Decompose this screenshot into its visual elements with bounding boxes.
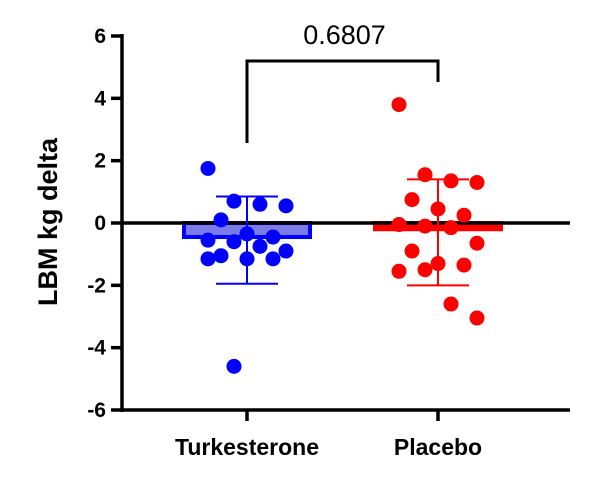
x-tick-label: Placebo	[394, 434, 482, 460]
data-point	[200, 251, 216, 267]
y-tick-label: 0	[94, 212, 106, 235]
data-point	[391, 97, 407, 113]
data-point	[443, 296, 459, 312]
data-point	[200, 160, 216, 176]
data-point	[278, 243, 294, 259]
y-tick-label: 4	[94, 87, 106, 110]
data-point	[456, 257, 472, 273]
data-point	[265, 229, 281, 245]
data-point	[265, 251, 281, 267]
data-point	[391, 217, 407, 233]
data-point	[404, 192, 420, 208]
y-axis: 6 4 2 0 -2 -4 -6	[87, 25, 124, 422]
data-point	[404, 243, 420, 259]
y-tick-label: -4	[87, 337, 106, 360]
errorbars-layer	[216, 178, 469, 287]
data-point	[252, 238, 268, 254]
y-tick-label: 6	[94, 25, 106, 48]
data-point	[226, 358, 242, 374]
data-point	[200, 232, 216, 248]
y-tick-label: -2	[87, 274, 106, 297]
y-ticks: 6 4 2 0 -2 -4 -6	[87, 25, 122, 422]
y-tick-label: -6	[87, 399, 106, 422]
x-axis: Turkesterone Placebo	[122, 408, 570, 460]
data-point	[443, 220, 459, 236]
bracket-line	[245, 59, 440, 143]
data-point	[226, 234, 242, 250]
data-point	[391, 263, 407, 279]
data-point	[213, 248, 229, 264]
data-point	[417, 262, 433, 278]
y-axis-title: LBM kg delta	[33, 137, 63, 306]
data-point	[252, 196, 268, 212]
data-point	[278, 198, 294, 214]
significance-bracket: 0.6807	[245, 20, 440, 143]
data-point	[469, 235, 485, 251]
data-point	[469, 310, 485, 326]
x-ticks: Turkesterone Placebo	[175, 410, 482, 460]
data-point	[417, 218, 433, 234]
points-layer	[200, 97, 485, 374]
data-point	[456, 207, 472, 223]
p-value-label: 0.6807	[303, 20, 386, 50]
y-tick-label: 2	[94, 150, 106, 173]
data-point	[469, 174, 485, 190]
data-point	[443, 173, 459, 189]
x-tick-label: Turkesterone	[175, 434, 319, 460]
data-point	[213, 212, 229, 228]
